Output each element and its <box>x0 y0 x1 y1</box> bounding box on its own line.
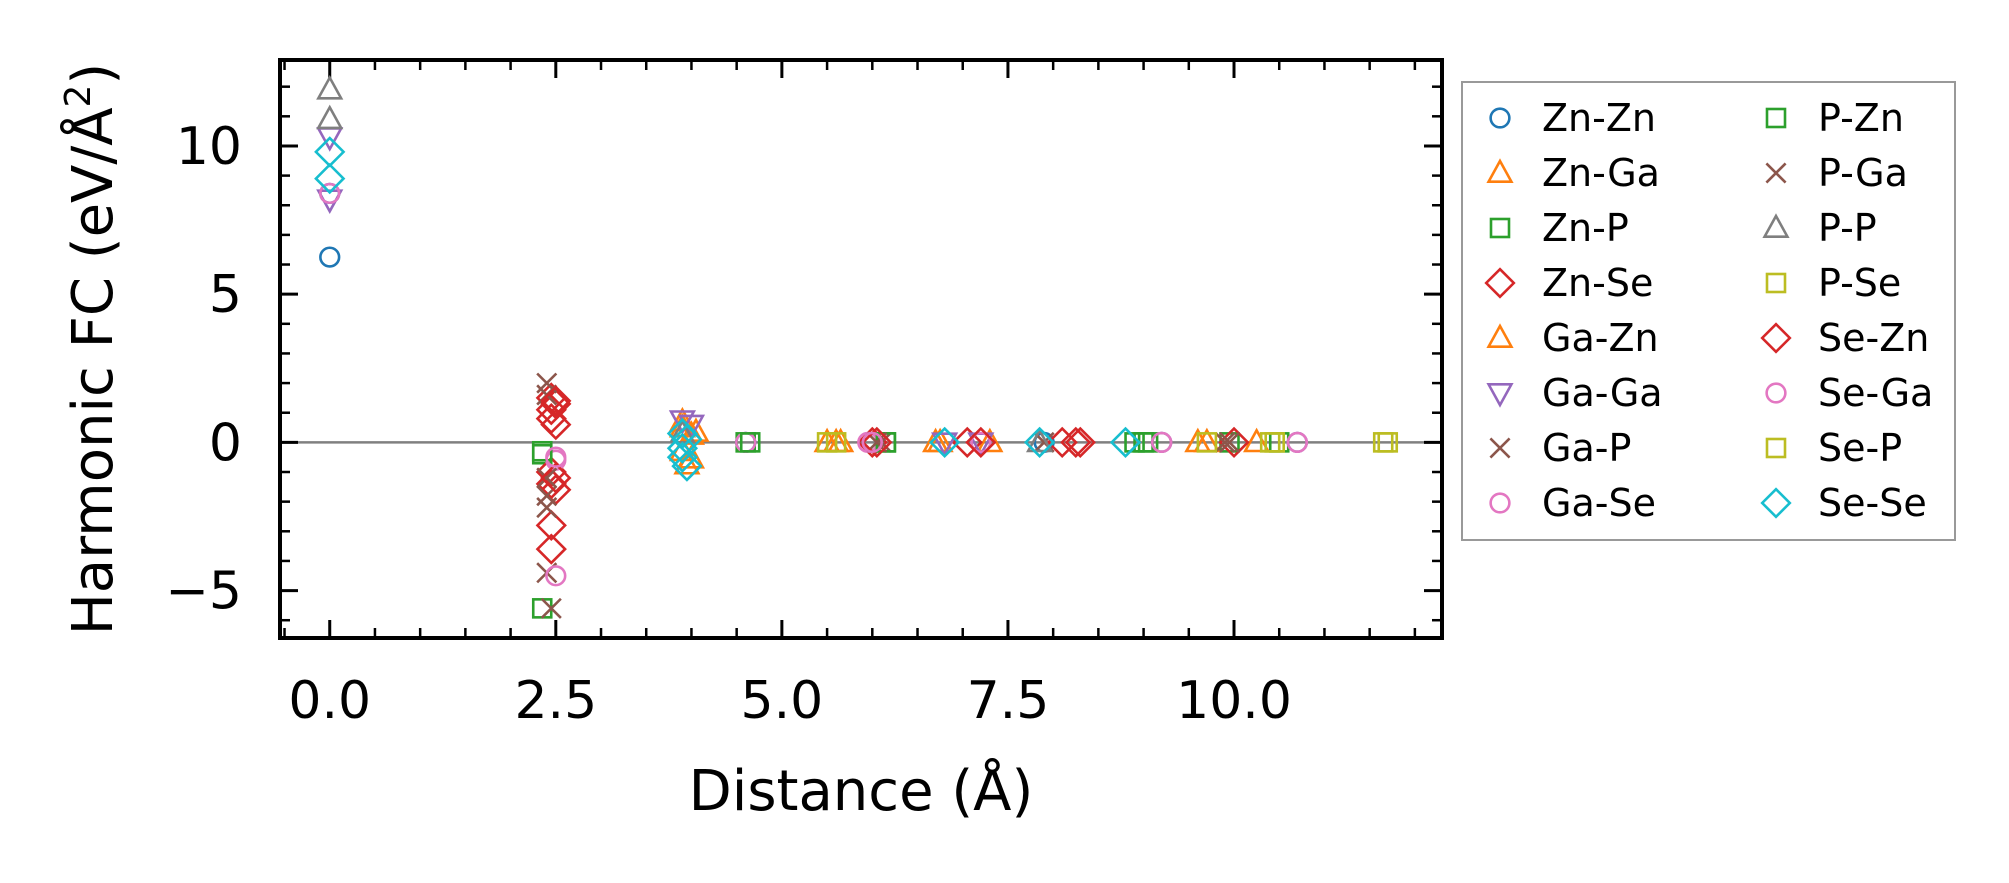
point-zn-se <box>951 426 983 459</box>
legend-marker-p-zn <box>1765 107 1787 129</box>
point-se-se <box>671 423 703 456</box>
legend-marker-ga-p <box>1489 437 1511 459</box>
point-se-se <box>314 162 346 195</box>
legend-label-ga-zn: Ga-Zn <box>1542 316 1659 360</box>
legend-label-ga-se: Ga-Se <box>1542 481 1656 525</box>
point-ga-se <box>970 431 992 454</box>
y-tick-label: −5 <box>165 562 242 622</box>
point-ga-p <box>540 597 562 619</box>
legend-label-ga-p: Ga-P <box>1542 426 1631 470</box>
point-ga-p <box>1214 431 1236 453</box>
point-se-se <box>1109 426 1142 459</box>
point-p-ga <box>1218 431 1241 453</box>
legend-marker-ga-se <box>1489 492 1511 514</box>
legend-marker-p-p <box>1762 213 1790 238</box>
x-tick-label: 10.0 <box>1176 671 1292 731</box>
plot-background <box>280 60 1442 638</box>
legend-label-p-ga: P-Ga <box>1818 151 1908 195</box>
legend-marker-se-zn <box>1760 322 1792 354</box>
point-se-se <box>666 432 699 464</box>
point-p-zn <box>531 440 553 462</box>
x-axis-label: Distance (Å) <box>689 758 1034 824</box>
tick-labels: 0.0 2.5 5.0 7.5 10.0 −5 0 5 10 <box>165 117 1292 731</box>
legend-marker-zn-ga <box>1486 158 1514 183</box>
point-zn-zn <box>319 246 341 268</box>
legend-marker-zn-se <box>1484 267 1516 299</box>
point-se-ga <box>545 446 567 468</box>
legend-marker-ga-ga <box>1486 383 1514 408</box>
legend-label-p-zn: P-Zn <box>1818 96 1904 140</box>
data-points <box>314 74 1399 619</box>
legend-marker-ga-zn <box>1486 323 1514 348</box>
point-se-zn <box>540 462 572 494</box>
legend-marker-zn-p <box>1489 217 1511 239</box>
legend-label-se-ga: Se-Ga <box>1818 371 1933 415</box>
point-p-se <box>1196 432 1218 453</box>
point-ga-ga <box>668 410 697 435</box>
point-p-p <box>1025 427 1054 453</box>
plot-border <box>278 58 1444 640</box>
point-se-se <box>666 441 699 473</box>
point-p-p <box>316 74 344 100</box>
point-se-p <box>1264 432 1286 453</box>
point-se-zn <box>540 408 572 441</box>
legend-marker-se-p <box>1765 437 1787 459</box>
point-se-se <box>929 426 961 459</box>
legend-label-se-se: Se-Se <box>1818 481 1927 525</box>
legend-box <box>1461 81 1956 541</box>
legend-marker-p-se <box>1765 272 1787 294</box>
legend: Zn-Zn Zn-Ga Zn-P Zn-Se Ga-Zn Ga-Ga Ga-P Ga-Se P-… <box>1461 81 1956 541</box>
point-ga-zn <box>673 449 701 475</box>
legend-label-p-p: P-P <box>1818 206 1877 250</box>
point-ga-ga <box>931 432 959 458</box>
legend-label-se-zn: Se-Zn <box>1818 316 1929 360</box>
legend-label-se-p: Se-P <box>1818 426 1902 470</box>
point-zn-se <box>535 509 567 542</box>
legend-marker-se-ga <box>1765 382 1787 404</box>
point-se-ga <box>1151 431 1173 454</box>
point-se-zn <box>1060 426 1092 459</box>
x-tick-label: 7.5 <box>967 671 1050 731</box>
y-axis-label: Harmonic FC (eV/Å2) <box>58 63 126 636</box>
y-tick-label: 10 <box>176 117 242 177</box>
point-se-p <box>1377 432 1399 453</box>
x-tick-label: 2.5 <box>514 671 597 731</box>
point-ga-p <box>536 497 558 519</box>
legend-label-zn-se: Zn-Se <box>1542 261 1653 305</box>
x-tick-label: 0.0 <box>288 671 371 731</box>
y-axis-label-main: Harmonic FC (eV/Å <box>60 107 126 635</box>
point-se-ga <box>861 431 883 454</box>
point-se-zn <box>540 385 572 417</box>
point-se-p <box>816 432 838 453</box>
plot-area <box>280 60 1442 638</box>
point-ga-se <box>319 182 341 205</box>
legend-marker-p-ga <box>1765 162 1787 184</box>
x-tick-label: 5.0 <box>741 671 824 731</box>
point-zn-ga <box>976 427 1004 453</box>
point-se-se <box>1023 426 1056 459</box>
legend-label-ga-ga: Ga-Ga <box>1542 371 1663 415</box>
point-p-ga <box>536 467 558 489</box>
point-zn-se <box>540 388 572 420</box>
y-axis-label-superscript: 2 <box>58 85 99 108</box>
legend-label-zn-p: Zn-P <box>1542 206 1629 250</box>
point-p-zn <box>739 432 761 453</box>
point-ga-se <box>545 565 567 587</box>
legend-label-p-se: P-Se <box>1818 261 1901 305</box>
y-tick-label: 0 <box>209 413 242 473</box>
point-se-zn <box>861 426 893 459</box>
point-p-p <box>316 104 344 130</box>
point-se-zn <box>965 426 997 459</box>
point-se-ga <box>1286 431 1308 454</box>
point-zn-se <box>1064 426 1096 459</box>
y-tick-label: 5 <box>209 265 242 325</box>
legend-marker-zn-zn <box>1489 107 1511 129</box>
legend-label-zn-zn: Zn-Zn <box>1542 96 1656 140</box>
legend-marker-se-se <box>1760 487 1792 519</box>
legend-label-zn-ga: Zn-Ga <box>1542 151 1660 195</box>
y-axis-label-close: ) <box>61 63 126 85</box>
point-zn-se <box>535 533 567 565</box>
point-se-se <box>671 450 703 482</box>
